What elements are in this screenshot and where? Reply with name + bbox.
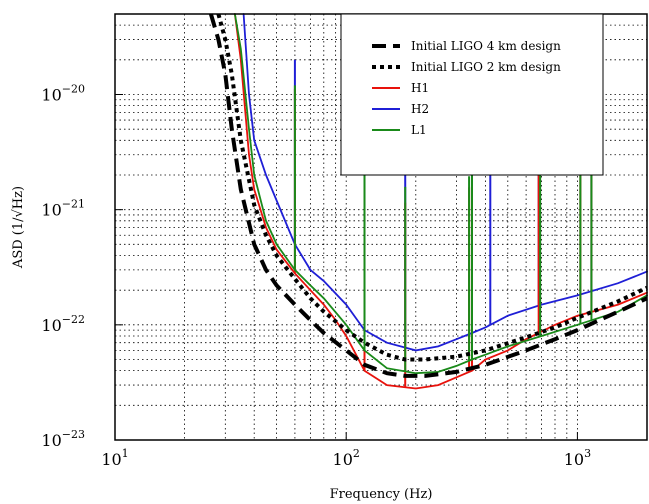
series-line-h2 [242,13,648,352]
y-axis-label: ASD (1/√Hz) [11,186,26,269]
axis-ticks: 101 102 103 10−23 10−22 10−21 10−20 [41,82,591,469]
x-tick-label: 102 [333,447,360,469]
x-tick-label: 103 [564,447,591,469]
series-line-l1 [233,13,648,375]
legend-label: Initial LIGO 4 km design [411,39,561,53]
legend-label: H2 [411,102,429,116]
legend-label: L1 [411,123,427,137]
legend: Initial LIGO 4 km design Initial LIGO 2 k… [340,13,604,176]
y-tick-label: 10−22 [41,313,85,335]
series-line-initial-ligo-4-km-design [208,13,648,378]
legend-label: H1 [411,81,429,95]
legend-label: Initial LIGO 2 km design [411,60,561,74]
y-axis-label-unit: (1/√Hz) [11,186,26,235]
y-tick-label: 10−23 [41,428,85,450]
y-tick-label: 10−21 [41,198,85,220]
x-axis-label: Frequency (Hz) [330,487,433,502]
legend-box [340,13,604,176]
y-axis-label-quantity: ASD [11,239,26,269]
y-tick-label: 10−20 [41,82,85,104]
series-line-initial-ligo-2-km-design [216,13,648,362]
x-tick-label: 101 [101,447,128,469]
series-group [208,13,648,390]
